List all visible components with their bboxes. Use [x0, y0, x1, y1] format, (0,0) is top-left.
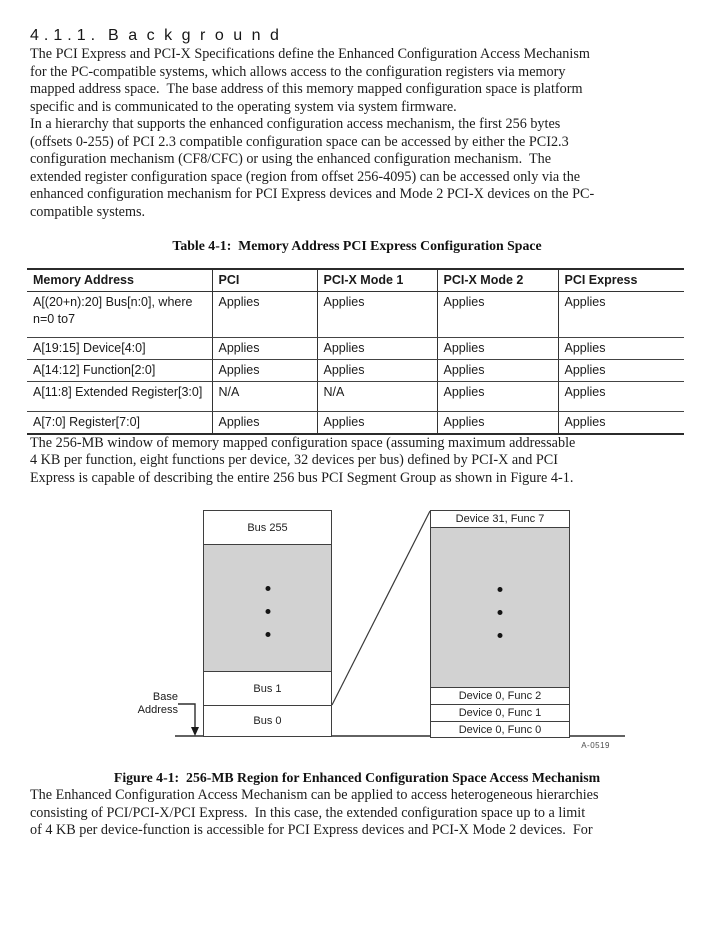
text-line: for the PC-compatible systems, which all… — [30, 63, 566, 80]
ellipsis-dot — [497, 610, 503, 616]
table-cell: Applies — [436, 411, 558, 434]
section-heading: 4.1.1. Background — [30, 26, 684, 46]
table-cell: A[(20+n):20] Bus[n:0], where n=0 to7 — [27, 291, 212, 338]
device-memory-stack: Device 31, Func 7 Device 0, Func 2 Devic… — [430, 510, 570, 739]
text-line: enhanced configuration mechanism for PCI… — [30, 186, 595, 202]
figure-4-1: Bus 255 Bus 1 Bus 0 Device 31, Func 7 De… — [30, 505, 684, 757]
figure-connectors — [175, 510, 625, 738]
table-cell: Applies — [557, 337, 684, 361]
text-line: specific and is communicated to the oper… — [30, 98, 457, 115]
figure-caption: Figure 4-1: 256-MB Region for Enhanced C… — [113, 770, 601, 786]
table-cell: Applies — [211, 359, 317, 383]
table-cell: Applies — [211, 337, 317, 361]
paragraph-hierarchy: In a hierarchy that supports the enhance… — [30, 116, 684, 221]
text-line: Express is capable of describing the ent… — [30, 469, 574, 486]
table-row: A[7:0] Register[7:0] Applies Applies App… — [27, 411, 684, 434]
ellipsis-dot — [265, 632, 270, 638]
table-cell: Applies — [557, 381, 684, 412]
table-cell: Applies — [436, 291, 558, 338]
ellipsis-dot — [265, 609, 270, 615]
figure-drawing-number: A-0519 — [581, 741, 610, 751]
memory-address-table: Memory Address PCI PCI-X Mode 1 PCI-X Mo… — [27, 268, 684, 435]
column-header: Memory Address — [27, 269, 212, 293]
paragraph-intro: The PCI Express and PCI-X Specifications… — [30, 46, 684, 116]
bus-memory-region — [203, 544, 332, 673]
table-header-row: Memory Address PCI PCI-X Mode 1 PCI-X Mo… — [27, 269, 684, 293]
table-cell: Applies — [316, 411, 437, 434]
text-line: (offsets 0-255) of PCI 2.3 compatible co… — [30, 133, 569, 150]
table-cell: A[7:0] Register[7:0] — [33, 414, 141, 429]
device-31-func-7-box: Device 31, Func 7 — [430, 510, 570, 529]
bus-memory-stack: Bus 255 Bus 1 Bus 0 — [203, 510, 332, 738]
table-row: A[19:15] Device[4:0] Applies Applies App… — [27, 337, 684, 361]
device-memory-region — [430, 527, 570, 689]
column-header: PCI Express — [557, 269, 684, 293]
column-header: PCI-X Mode 1 — [316, 269, 437, 293]
base-address-arrowhead — [191, 727, 199, 737]
bus-0-label: Bus 0 — [253, 715, 282, 728]
device-0-func-0-label: Device 0, Func 0 — [458, 723, 542, 736]
table-cell: A[11:8] Extended Register[3:0] — [27, 381, 212, 412]
table-cell: Applies — [557, 359, 684, 383]
text-line: mapped address space. The base address o… — [30, 81, 583, 97]
table-cell: N/A — [316, 381, 437, 412]
table-cell: A[19:15] Device[4:0] — [27, 337, 212, 361]
table-cell: Applies — [211, 291, 317, 338]
text-line: 4 KB per function, eight functions per d… — [30, 452, 558, 469]
table-cell: Applies — [557, 411, 684, 434]
text-line: consisting of PCI/PCI-X/PCI Express. In … — [30, 804, 586, 821]
table-cell: Applies — [316, 291, 437, 338]
table-cell: A[14:12] Function[2:0] — [27, 359, 212, 383]
section-title: Background — [108, 27, 289, 44]
device-0-func-2-box: Device 0, Func 2 — [430, 687, 570, 706]
bus-255-label: Bus 255 — [247, 521, 288, 534]
device-0-func-1-box: Device 0, Func 1 — [430, 704, 570, 723]
text-line: of 4 KB per device-function is accessibl… — [30, 822, 593, 839]
table-cell: Applies — [436, 381, 558, 412]
device-0-func-0-box: Device 0, Func 0 — [430, 721, 570, 739]
paragraph-heterogeneous: The Enhanced Configuration Access Mechan… — [30, 787, 684, 840]
column-header: PCI — [211, 269, 317, 293]
table-cell: Applies — [436, 359, 558, 383]
table-cell: Applies — [211, 411, 317, 434]
expansion-diagonal-line — [331, 510, 431, 706]
table-row: A[11:8] Extended Register[3:0] N/A N/A A… — [27, 381, 684, 412]
table-row: A[(20+n):20] Bus[n:0], where n=0 to7 App… — [27, 291, 684, 338]
column-header: PCI-X Mode 2 — [436, 269, 558, 293]
text-line: configuration mechanism (CF8/CFC) or usi… — [30, 151, 552, 167]
text-line: The PCI Express and PCI-X Specifications… — [30, 46, 590, 62]
device-31-func-7-label: Device 31, Func 7 — [455, 513, 545, 526]
base-address-line-2: Address — [137, 704, 178, 717]
paragraph-window: The 256-MB window of memory mapped confi… — [30, 435, 684, 488]
device-0-func-2-label: Device 0, Func 2 — [458, 690, 542, 703]
base-address-pointer-line — [178, 703, 196, 730]
bus-1-box: Bus 1 — [203, 671, 332, 707]
bus-255-box: Bus 255 — [203, 510, 332, 546]
text-line: compatible systems. — [30, 203, 146, 220]
table-cell: Applies — [436, 337, 558, 361]
table-caption: Table 4-1: Memory Address PCI Express Co… — [172, 238, 542, 253]
ellipsis-dot — [497, 587, 503, 593]
table-cell: Applies — [316, 359, 437, 383]
ellipsis-dot — [497, 633, 503, 639]
base-address-line-1: Base — [152, 691, 178, 704]
table-cell: Applies — [557, 291, 684, 338]
text-line: extended register configuration space (r… — [30, 168, 581, 185]
ellipsis-dot — [265, 586, 270, 592]
base-address-label: Base Address — [126, 691, 178, 717]
device-0-func-1-label: Device 0, Func 1 — [458, 707, 542, 720]
bus-1-label: Bus 1 — [253, 682, 282, 695]
section-number: 4.1.1. — [30, 27, 101, 44]
table-cell: N/A — [211, 381, 317, 412]
text-line: In a hierarchy that supports the enhance… — [30, 116, 561, 132]
table-row: A[14:12] Function[2:0] Applies Applies A… — [27, 359, 684, 383]
bus-0-box: Bus 0 — [203, 705, 332, 738]
text-line: The Enhanced Configuration Access Mechan… — [30, 787, 599, 804]
text-line: The 256-MB window of memory mapped confi… — [30, 434, 576, 451]
table-cell: Applies — [316, 337, 437, 361]
